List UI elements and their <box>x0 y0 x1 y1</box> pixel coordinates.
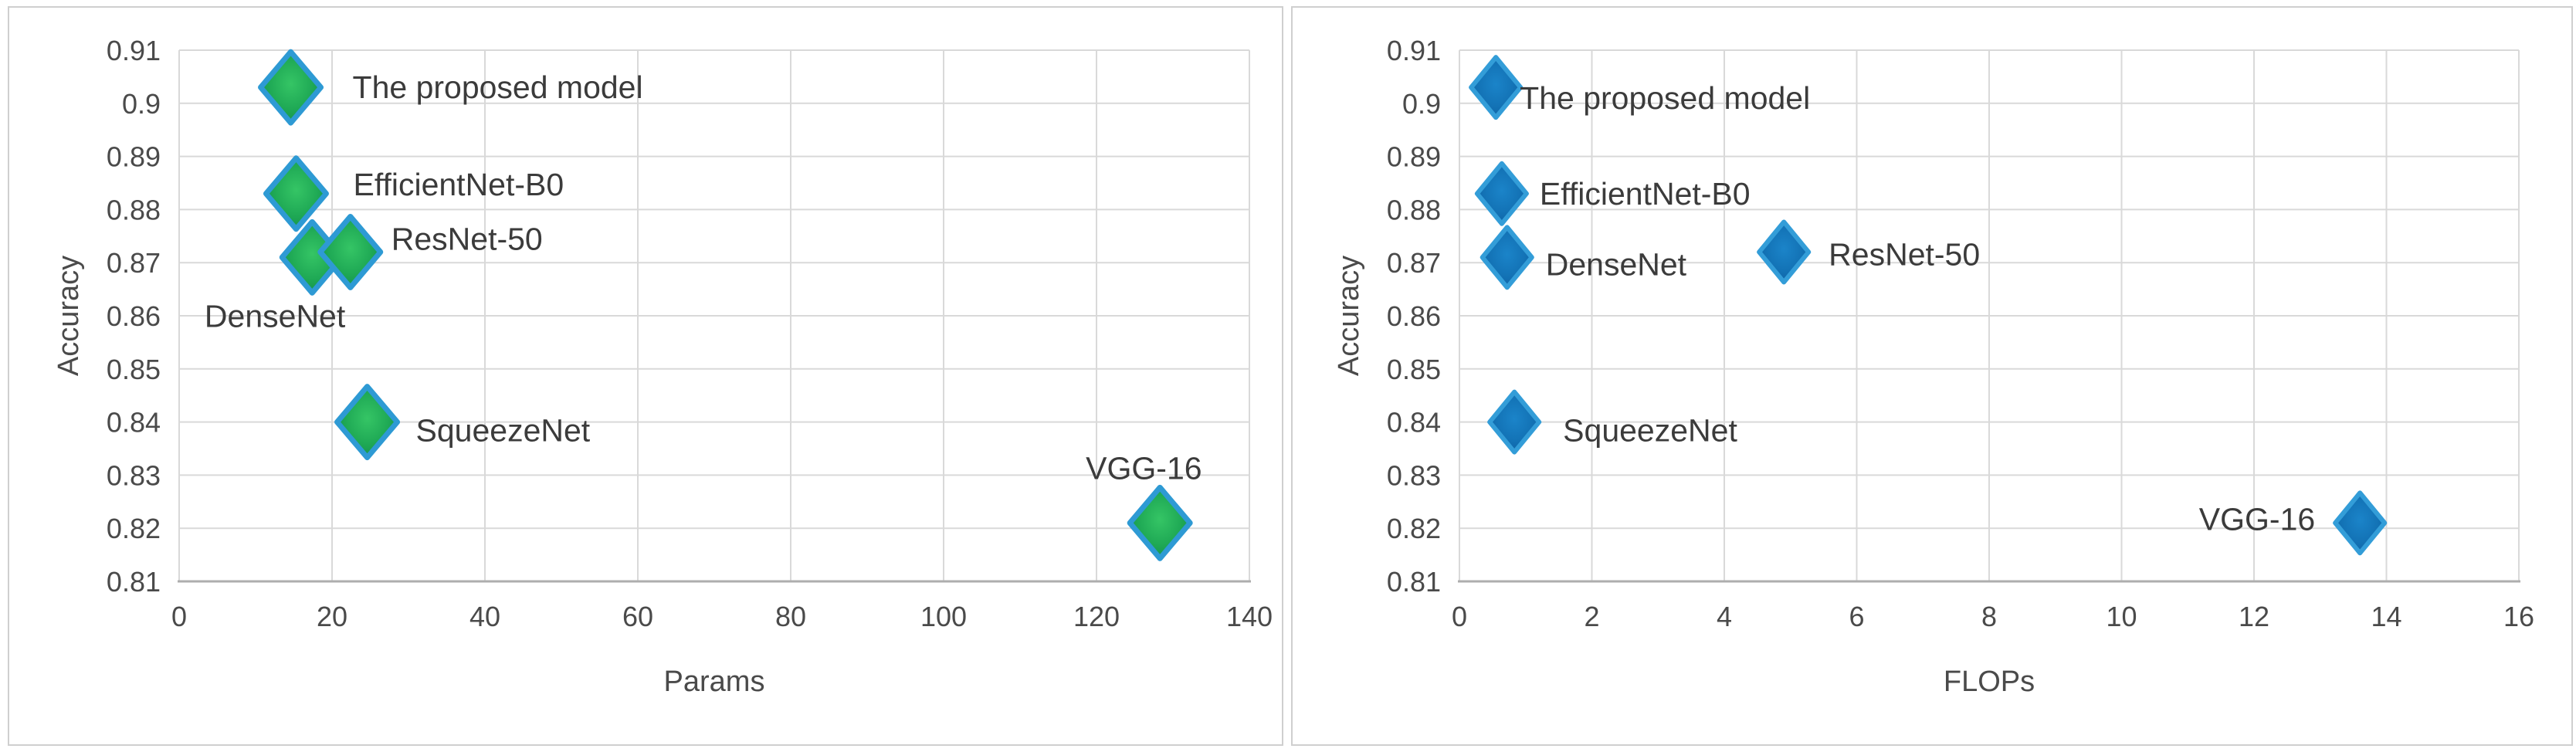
flops-chart-panel: 0.91 0.9 0.89 0.88 0.87 0.86 0.85 0.84 0.83 0.82 0… <box>1291 6 2573 746</box>
marker-resnet-50 <box>317 213 384 290</box>
y-tick-label: 0.83 <box>107 459 161 491</box>
marker-densenet <box>1480 225 1534 290</box>
x-tick-label: 140 <box>1226 601 1273 632</box>
flops-chart-svg: 0.91 0.9 0.89 0.88 0.87 0.86 0.85 0.84 0.83 0.82 0… <box>1333 35 2534 698</box>
x-tick-label: 8 <box>1981 601 1997 632</box>
x-tick-label: 16 <box>2503 601 2534 632</box>
y-tick-label: 0.88 <box>107 194 161 225</box>
label-vgg-16: VGG-16 <box>1086 450 1202 486</box>
label-squeezenet: SqueezeNet <box>1563 413 1737 449</box>
label-resnet-50: ResNet-50 <box>1829 236 1980 272</box>
y-tick-label: 0.82 <box>1387 513 1441 544</box>
y-tick-label: 0.81 <box>1387 566 1441 598</box>
x-tick-label: 10 <box>2106 601 2137 632</box>
y-tick-label: 0.84 <box>107 407 161 439</box>
label-vgg-16: VGG-16 <box>2199 501 2315 537</box>
y-tick-label: 0.89 <box>1387 141 1441 173</box>
x-axis-title: Params <box>664 666 765 698</box>
label-densenet: DenseNet <box>1546 246 1687 282</box>
x-tick-label: 20 <box>317 601 347 632</box>
x-tick-label: 60 <box>622 601 653 632</box>
marker-squeezenet <box>334 384 401 461</box>
x-tick-label: 14 <box>2371 601 2401 632</box>
marker-vgg-16 <box>1127 484 1193 561</box>
y-tick-label: 0.82 <box>107 513 161 544</box>
y-tick-label: 0.86 <box>107 300 161 332</box>
marker-vgg-16 <box>2333 490 2388 556</box>
marker-squeezenet <box>1487 389 1542 455</box>
label-squeezenet: SqueezeNet <box>416 413 591 449</box>
y-tick-label: 0.84 <box>1387 407 1441 439</box>
x-tick-label: 0 <box>171 601 187 632</box>
x-tick-label: 40 <box>469 601 500 632</box>
marker-efficientnet-b0 <box>1474 161 1529 226</box>
y-tick-label: 0.87 <box>107 247 161 279</box>
x-tick-label: 4 <box>1717 601 1732 632</box>
x-tick-label: 0 <box>1452 601 1467 632</box>
params-chart-panel: 0.91 0.9 0.89 0.88 0.87 0.86 0.85 0.84 0.83 0.82 0… <box>8 6 1283 746</box>
y-axis-title: Accuracy <box>53 256 85 376</box>
y-tick-label: 0.89 <box>107 141 161 173</box>
y-tick-label: 0.86 <box>1387 300 1441 332</box>
label-efficientnet-b0: EfficientNet-B0 <box>353 167 564 202</box>
label-densenet: DenseNet <box>205 298 346 334</box>
marker-resnet-50 <box>1757 219 1812 285</box>
label-resnet-50: ResNet-50 <box>391 221 543 256</box>
y-tick-label: 0.83 <box>1387 459 1441 491</box>
x-tick-label: 100 <box>920 601 967 632</box>
marker-the-proposed-model <box>1469 55 1524 120</box>
y-tick-label: 0.91 <box>1387 35 1441 66</box>
x-tick-label: 80 <box>775 601 806 632</box>
y-tick-label: 0.87 <box>1387 247 1441 279</box>
x-axis-title: FLOPs <box>1944 666 2035 698</box>
y-axis-title: Accuracy <box>1333 256 1365 376</box>
marker-the-proposed-model <box>258 49 324 126</box>
x-tick-label: 2 <box>1584 601 1599 632</box>
marker-efficientnet-b0 <box>263 155 329 232</box>
y-tick-label: 0.9 <box>122 88 161 120</box>
y-tick-label: 0.9 <box>1402 88 1441 120</box>
x-tick-label: 6 <box>1849 601 1864 632</box>
y-tick-label: 0.81 <box>107 566 161 598</box>
y-tick-label: 0.91 <box>107 35 161 66</box>
y-tick-label: 0.85 <box>1387 354 1441 385</box>
y-tick-label: 0.85 <box>107 354 161 385</box>
y-tick-label: 0.88 <box>1387 194 1441 225</box>
label-efficientnet-b0: EfficientNet-B0 <box>1540 176 1751 212</box>
x-tick-label: 120 <box>1073 601 1120 632</box>
label-the-proposed-model: The proposed model <box>1520 80 1810 116</box>
label-the-proposed-model: The proposed model <box>353 69 643 105</box>
params-chart-svg: 0.91 0.9 0.89 0.88 0.87 0.86 0.85 0.84 0.83 0.82 0… <box>53 35 1273 698</box>
x-tick-label: 12 <box>2239 601 2269 632</box>
